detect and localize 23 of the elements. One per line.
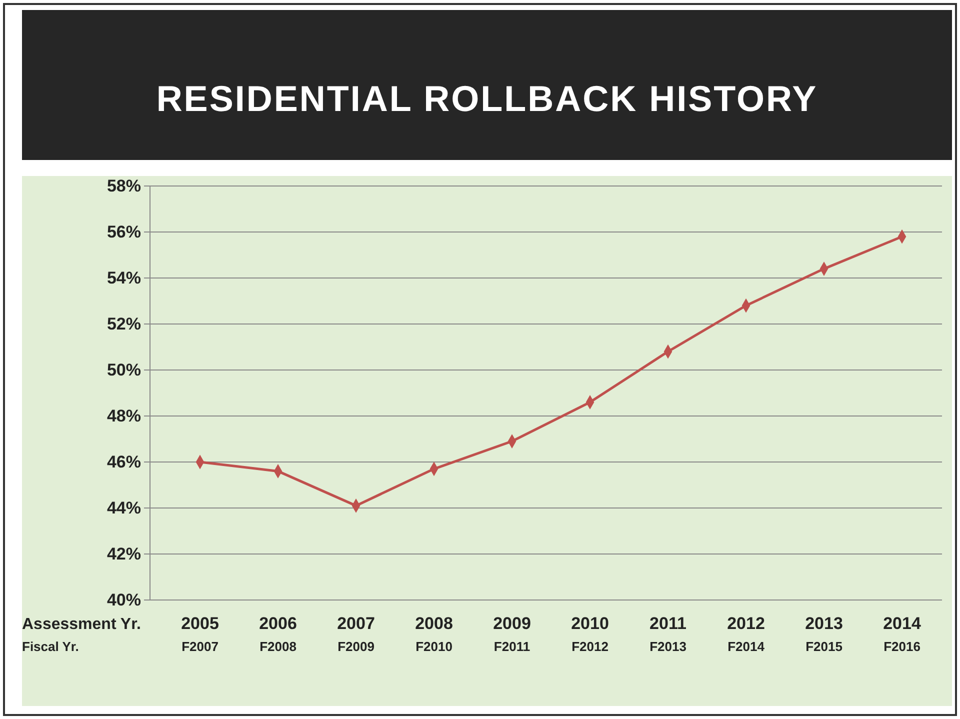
y-tick-label: 42% <box>106 544 141 564</box>
x-tick-label: 2008 F2010 <box>415 614 453 654</box>
x-tick-label: 2014 F2016 <box>883 614 922 654</box>
text: Assessment Yr. <box>22 616 141 633</box>
x-tick-label: 2005 F2007 <box>181 614 219 654</box>
x-tick-label: 2009 F2011 <box>493 614 531 654</box>
text: Fiscal Yr. <box>22 639 79 654</box>
x-tick-label: 2012 F2014 <box>727 614 766 654</box>
y-tick-label: 40% <box>106 590 141 610</box>
x-tick-label: 2006 F2008 <box>259 614 297 654</box>
y-tick-label: 44% <box>106 498 141 518</box>
y-tick-label: 48% <box>106 406 141 426</box>
x-tick-label: 2011 F2013 <box>650 614 686 654</box>
x-tick-label: 2010 F2012 <box>571 614 609 654</box>
y-tick-label: 54% <box>106 268 141 288</box>
chart-title: RESIDENTIAL ROLLBACK HISTORY <box>156 78 818 119</box>
y-tick-label: 52% <box>106 314 141 334</box>
x-tick-label: 2007 F2009 <box>337 614 375 654</box>
y-tick-label: 58% <box>106 176 141 196</box>
y-tick-label: 50% <box>106 360 141 380</box>
x-tick-label: 2013 F2015 <box>805 614 843 654</box>
y-tick-label: 46% <box>106 452 141 472</box>
y-tick-label: 56% <box>106 222 141 242</box>
